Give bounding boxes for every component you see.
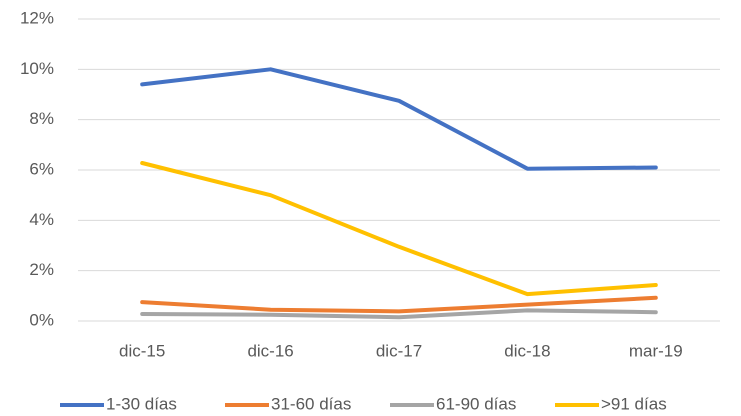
series-line: [140, 295, 658, 314]
y-tick-label: 10%: [20, 59, 54, 78]
y-tick-label: 2%: [29, 260, 54, 279]
x-tick-label: dic-16: [247, 341, 293, 360]
legend-label: 1-30 días: [106, 394, 177, 413]
series-line: [140, 308, 658, 320]
x-tick-label: dic-18: [504, 341, 550, 360]
legend-label: 61-90 días: [436, 394, 516, 413]
series-line: [140, 161, 658, 297]
x-tick-label: mar-19: [629, 341, 683, 360]
y-tick-label: 0%: [29, 310, 54, 329]
legend-label: >91 días: [601, 394, 667, 413]
legend-label: 31-60 días: [271, 394, 351, 413]
y-tick-label: 8%: [29, 109, 54, 128]
y-tick-label: 6%: [29, 159, 54, 178]
series-line: [140, 67, 658, 171]
y-tick-label: 4%: [29, 210, 54, 229]
x-tick-label: dic-17: [376, 341, 422, 360]
y-tick-label: 12%: [20, 8, 54, 27]
x-tick-label: dic-15: [119, 341, 165, 360]
